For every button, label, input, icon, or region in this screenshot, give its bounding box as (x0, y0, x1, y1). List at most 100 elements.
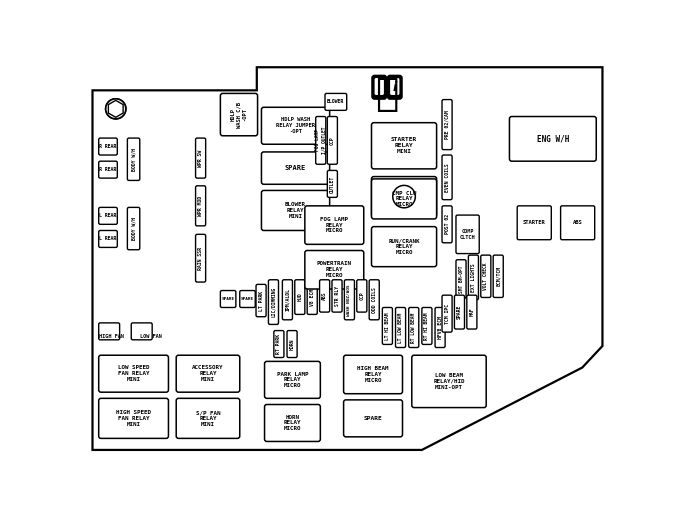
FancyBboxPatch shape (316, 117, 325, 164)
FancyBboxPatch shape (372, 177, 437, 217)
FancyBboxPatch shape (319, 280, 330, 312)
Text: CCP: CCP (330, 136, 335, 145)
Text: RT PARK: RT PARK (277, 334, 281, 354)
Text: SPARE: SPARE (457, 305, 462, 319)
FancyBboxPatch shape (493, 255, 503, 297)
FancyBboxPatch shape (332, 280, 342, 312)
Text: SMT BM-OPT: SMT BM-OPT (458, 265, 464, 293)
FancyBboxPatch shape (325, 94, 346, 110)
Text: ABS: ABS (322, 292, 327, 300)
FancyBboxPatch shape (370, 280, 379, 320)
Text: COMP
CLTCH: COMP CLTCH (460, 229, 475, 240)
Text: POST 02: POST 02 (445, 214, 450, 234)
FancyBboxPatch shape (357, 280, 367, 312)
FancyBboxPatch shape (442, 206, 452, 243)
FancyBboxPatch shape (127, 138, 140, 180)
FancyBboxPatch shape (468, 255, 479, 300)
FancyBboxPatch shape (509, 117, 596, 161)
FancyBboxPatch shape (382, 307, 393, 345)
FancyBboxPatch shape (262, 107, 330, 144)
Text: HORN
RELAY
MICRO: HORN RELAY MICRO (283, 415, 301, 431)
FancyBboxPatch shape (456, 260, 466, 298)
FancyBboxPatch shape (442, 155, 452, 200)
FancyBboxPatch shape (195, 234, 205, 282)
Text: BODY W/H: BODY W/H (131, 217, 136, 240)
Text: STARTER: STARTER (523, 220, 546, 225)
FancyBboxPatch shape (372, 76, 386, 99)
Text: i: i (393, 81, 397, 94)
FancyBboxPatch shape (264, 361, 320, 399)
Text: HDLP WASH
RELAY JUMPER
-OPT: HDLP WASH RELAY JUMPER -OPT (276, 118, 315, 134)
FancyBboxPatch shape (240, 291, 255, 307)
Text: L REAR: L REAR (100, 213, 117, 218)
Text: LT HI BEAM: LT HI BEAM (385, 312, 390, 340)
FancyBboxPatch shape (442, 100, 452, 150)
FancyBboxPatch shape (264, 405, 320, 441)
Text: HFV8 ECM: HFV8 ECM (437, 316, 443, 339)
FancyBboxPatch shape (220, 291, 236, 307)
Text: HORN: HORN (290, 338, 294, 350)
FancyBboxPatch shape (372, 123, 437, 169)
FancyBboxPatch shape (481, 255, 491, 297)
Text: HIGH BEAM
RELAY
MICRO: HIGH BEAM RELAY MICRO (357, 366, 388, 383)
FancyBboxPatch shape (344, 355, 403, 394)
Text: HDLP
WASH C/B
-OPT: HDLP WASH C/B -OPT (231, 102, 247, 128)
FancyBboxPatch shape (442, 295, 452, 332)
Text: LOW BEAM
RELAY/HID
MINI-OPT: LOW BEAM RELAY/HID MINI-OPT (433, 373, 464, 390)
Text: ODD COILS: ODD COILS (372, 287, 377, 313)
FancyBboxPatch shape (388, 76, 402, 99)
Text: MAF: MAF (469, 308, 475, 317)
Circle shape (106, 99, 126, 119)
Text: ACCESSORY
RELAY
MINI: ACCESSORY RELAY MINI (193, 365, 224, 382)
FancyBboxPatch shape (561, 206, 595, 240)
FancyBboxPatch shape (195, 138, 205, 178)
FancyBboxPatch shape (99, 138, 117, 155)
Text: RT HI BEAM: RT HI BEAM (424, 312, 429, 340)
Text: WPR MOD: WPR MOD (198, 196, 203, 216)
FancyBboxPatch shape (195, 186, 205, 226)
Text: LOW SPEED
FAN RELAY
MINI: LOW SPEED FAN RELAY MINI (118, 365, 149, 382)
Text: LOW FAN: LOW FAN (140, 334, 161, 339)
Text: PRE 02/CAM: PRE 02/CAM (445, 110, 450, 139)
FancyBboxPatch shape (127, 207, 140, 250)
Text: SPARE: SPARE (241, 297, 254, 301)
FancyBboxPatch shape (262, 190, 330, 231)
Text: ABS: ABS (573, 220, 582, 225)
FancyBboxPatch shape (422, 307, 432, 345)
Text: ENG W/H: ENG W/H (537, 134, 569, 144)
Text: CMP CLU
RELAY
MICRO: CMP CLU RELAY MICRO (392, 190, 416, 207)
FancyBboxPatch shape (176, 399, 240, 438)
FancyBboxPatch shape (327, 117, 338, 164)
FancyBboxPatch shape (344, 400, 403, 437)
FancyBboxPatch shape (467, 295, 477, 329)
FancyBboxPatch shape (372, 227, 437, 267)
Text: RAIN SSR: RAIN SSR (198, 247, 203, 270)
FancyBboxPatch shape (99, 161, 117, 178)
FancyBboxPatch shape (262, 152, 330, 184)
Text: LT PARK: LT PARK (258, 291, 264, 310)
FancyBboxPatch shape (99, 207, 117, 224)
Text: V8 ECM: V8 ECM (310, 289, 315, 306)
Text: S/P FAN
RELAY
MINI: S/P FAN RELAY MINI (196, 410, 220, 427)
Text: HIGH SPEED
FAN RELAY
MINI: HIGH SPEED FAN RELAY MINI (116, 410, 151, 427)
FancyBboxPatch shape (344, 280, 355, 320)
Text: WPR SW: WPR SW (198, 150, 203, 167)
FancyBboxPatch shape (372, 179, 437, 219)
Text: LIC/DIMMING: LIC/DIMMING (271, 287, 276, 317)
Text: IPM/ALDL: IPM/ALDL (285, 288, 290, 312)
FancyBboxPatch shape (327, 171, 338, 197)
FancyBboxPatch shape (99, 355, 168, 392)
FancyBboxPatch shape (274, 330, 284, 357)
Text: PARK LAMP
RELAY
MICRO: PARK LAMP RELAY MICRO (277, 372, 308, 388)
Text: EXT LIGHTS: EXT LIGHTS (471, 263, 476, 292)
FancyBboxPatch shape (132, 323, 152, 340)
FancyBboxPatch shape (456, 215, 479, 253)
Text: STARTER
RELAY
MINI: STARTER RELAY MINI (391, 137, 417, 154)
Text: R REAR: R REAR (100, 167, 117, 172)
Circle shape (106, 99, 126, 119)
Text: FOG LAMP
I/P OUTLET: FOG LAMP I/P OUTLET (315, 127, 326, 154)
Text: STR RLY: STR RLY (334, 286, 340, 306)
Text: SPARE: SPARE (222, 297, 235, 301)
FancyBboxPatch shape (99, 399, 168, 438)
FancyBboxPatch shape (435, 307, 445, 348)
